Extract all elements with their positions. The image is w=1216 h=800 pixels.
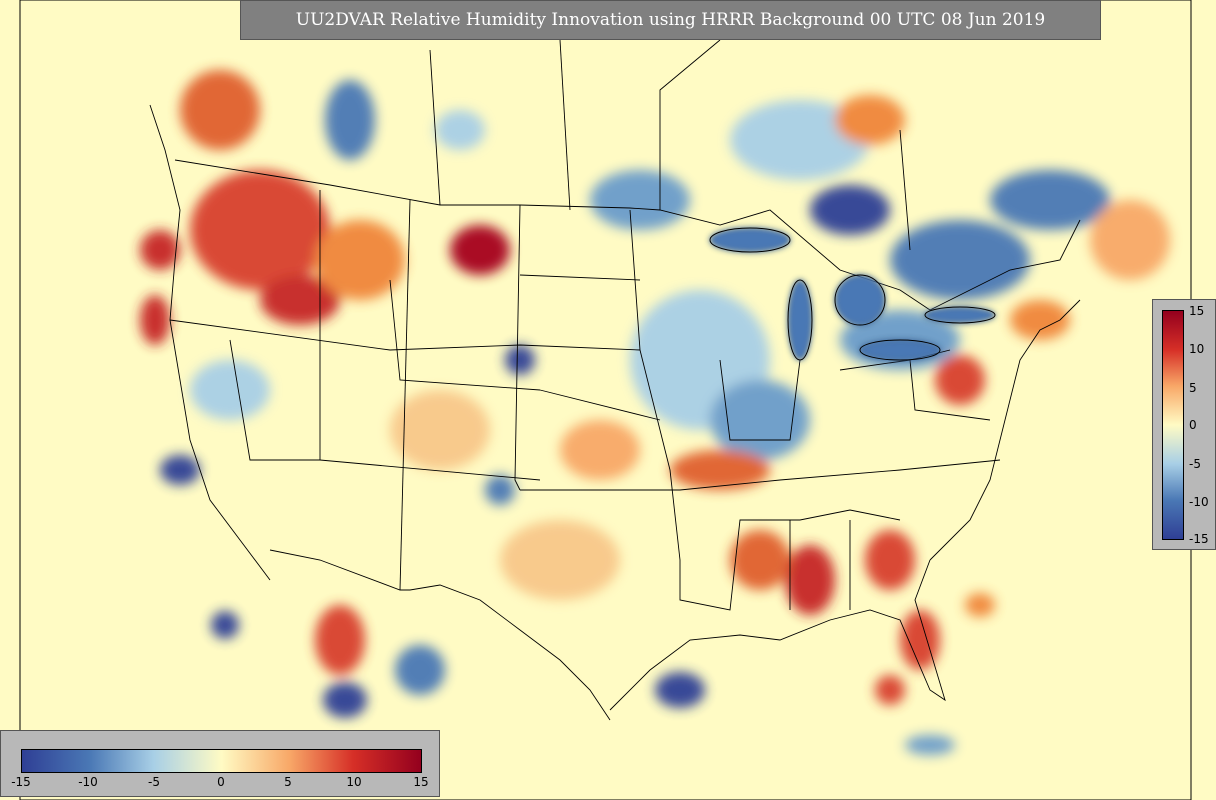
horizontal-colorbar-tick: 10 bbox=[346, 775, 362, 789]
vertical-colorbar-tick: 5 bbox=[1189, 381, 1197, 395]
horizontal-colorbar-gradient bbox=[21, 749, 422, 773]
horizontal-colorbar-tick: -5 bbox=[148, 775, 160, 789]
humidity-field bbox=[140, 70, 1170, 755]
horizontal-colorbar-tick: -15 bbox=[11, 775, 31, 789]
great-lakes bbox=[709, 227, 996, 361]
horizontal-colorbar: -15 -10 -5 0 5 10 15 bbox=[0, 730, 440, 797]
horizontal-colorbar-tick: -10 bbox=[78, 775, 98, 789]
map-title: UU2DVAR Relative Humidity Innovation usi… bbox=[240, 0, 1101, 40]
horizontal-colorbar-tick: 15 bbox=[413, 775, 429, 789]
vertical-colorbar: 15 10 5 0 -5 -10 -15 bbox=[1152, 299, 1216, 550]
vertical-colorbar-tick: -15 bbox=[1189, 532, 1209, 546]
vertical-colorbar-gradient bbox=[1162, 310, 1184, 540]
vertical-colorbar-tick: 0 bbox=[1189, 418, 1197, 432]
horizontal-colorbar-tick: 5 bbox=[284, 775, 292, 789]
vertical-colorbar-tick: 15 bbox=[1189, 304, 1205, 318]
map-borders bbox=[149, 39, 1081, 721]
horizontal-colorbar-tick: 0 bbox=[217, 775, 225, 789]
vertical-colorbar-tick: -5 bbox=[1189, 457, 1201, 471]
vertical-colorbar-tick: -10 bbox=[1189, 495, 1209, 509]
vertical-colorbar-tick: 10 bbox=[1189, 342, 1205, 356]
